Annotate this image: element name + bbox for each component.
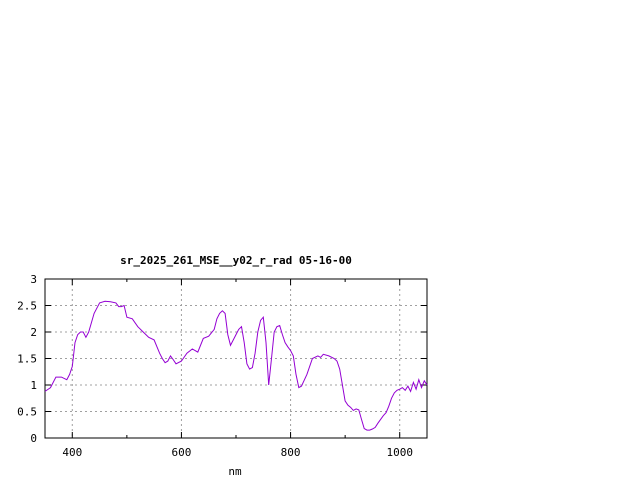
x-tick-label: 800 [281,446,301,459]
series-layer [44,300,428,431]
grid [45,279,427,438]
y-tick-label: 2 [30,326,37,339]
y-tick-label: 0.5 [17,406,37,419]
plot-border [44,278,428,439]
x-tick-label: 400 [62,446,82,459]
tick-labels: 0 0.5 1 1.5 2 2.5 3 400 600 800 1000 [17,273,413,459]
series-line [44,300,428,431]
x-axis-label: nm [228,465,242,478]
chart-title: sr_2025_261_MSE__y02_r_rad 05-16-00 [120,254,352,267]
x-tick-label: 600 [171,446,191,459]
y-tick-label: 3 [30,273,37,286]
y-tick-label: 2.5 [17,300,37,313]
x-tick-label: 1000 [386,446,413,459]
y-tick-label: 1.5 [17,353,37,366]
y-tick-label: 1 [30,379,37,392]
y-tick-label: 0 [30,432,37,445]
axes [44,278,428,439]
